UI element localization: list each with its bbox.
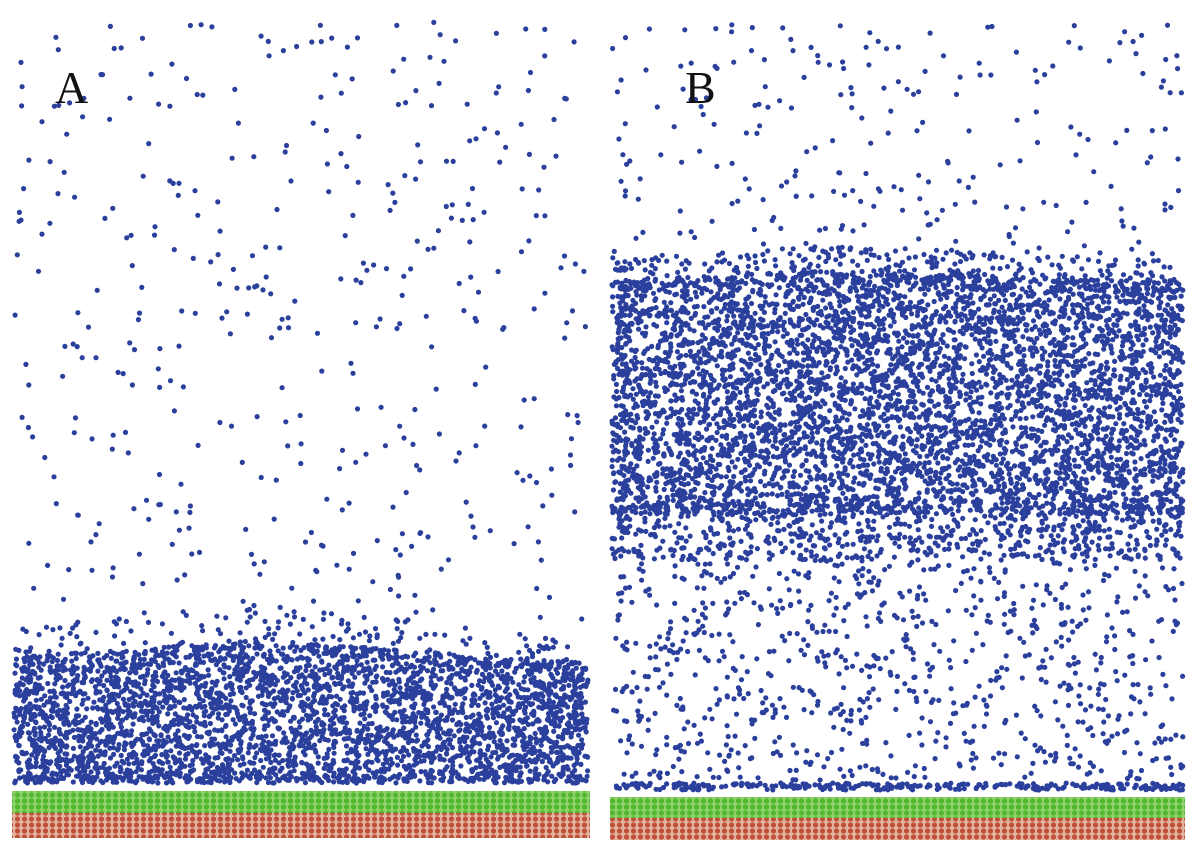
red-layer: [610, 818, 1185, 840]
green-layer: [12, 791, 590, 813]
green-layer: [610, 797, 1185, 818]
red-layer: [12, 813, 590, 838]
panel-label: B: [685, 62, 716, 113]
particles: [11, 19, 591, 786]
particles: [609, 22, 1186, 793]
panel-label: A: [55, 62, 88, 113]
